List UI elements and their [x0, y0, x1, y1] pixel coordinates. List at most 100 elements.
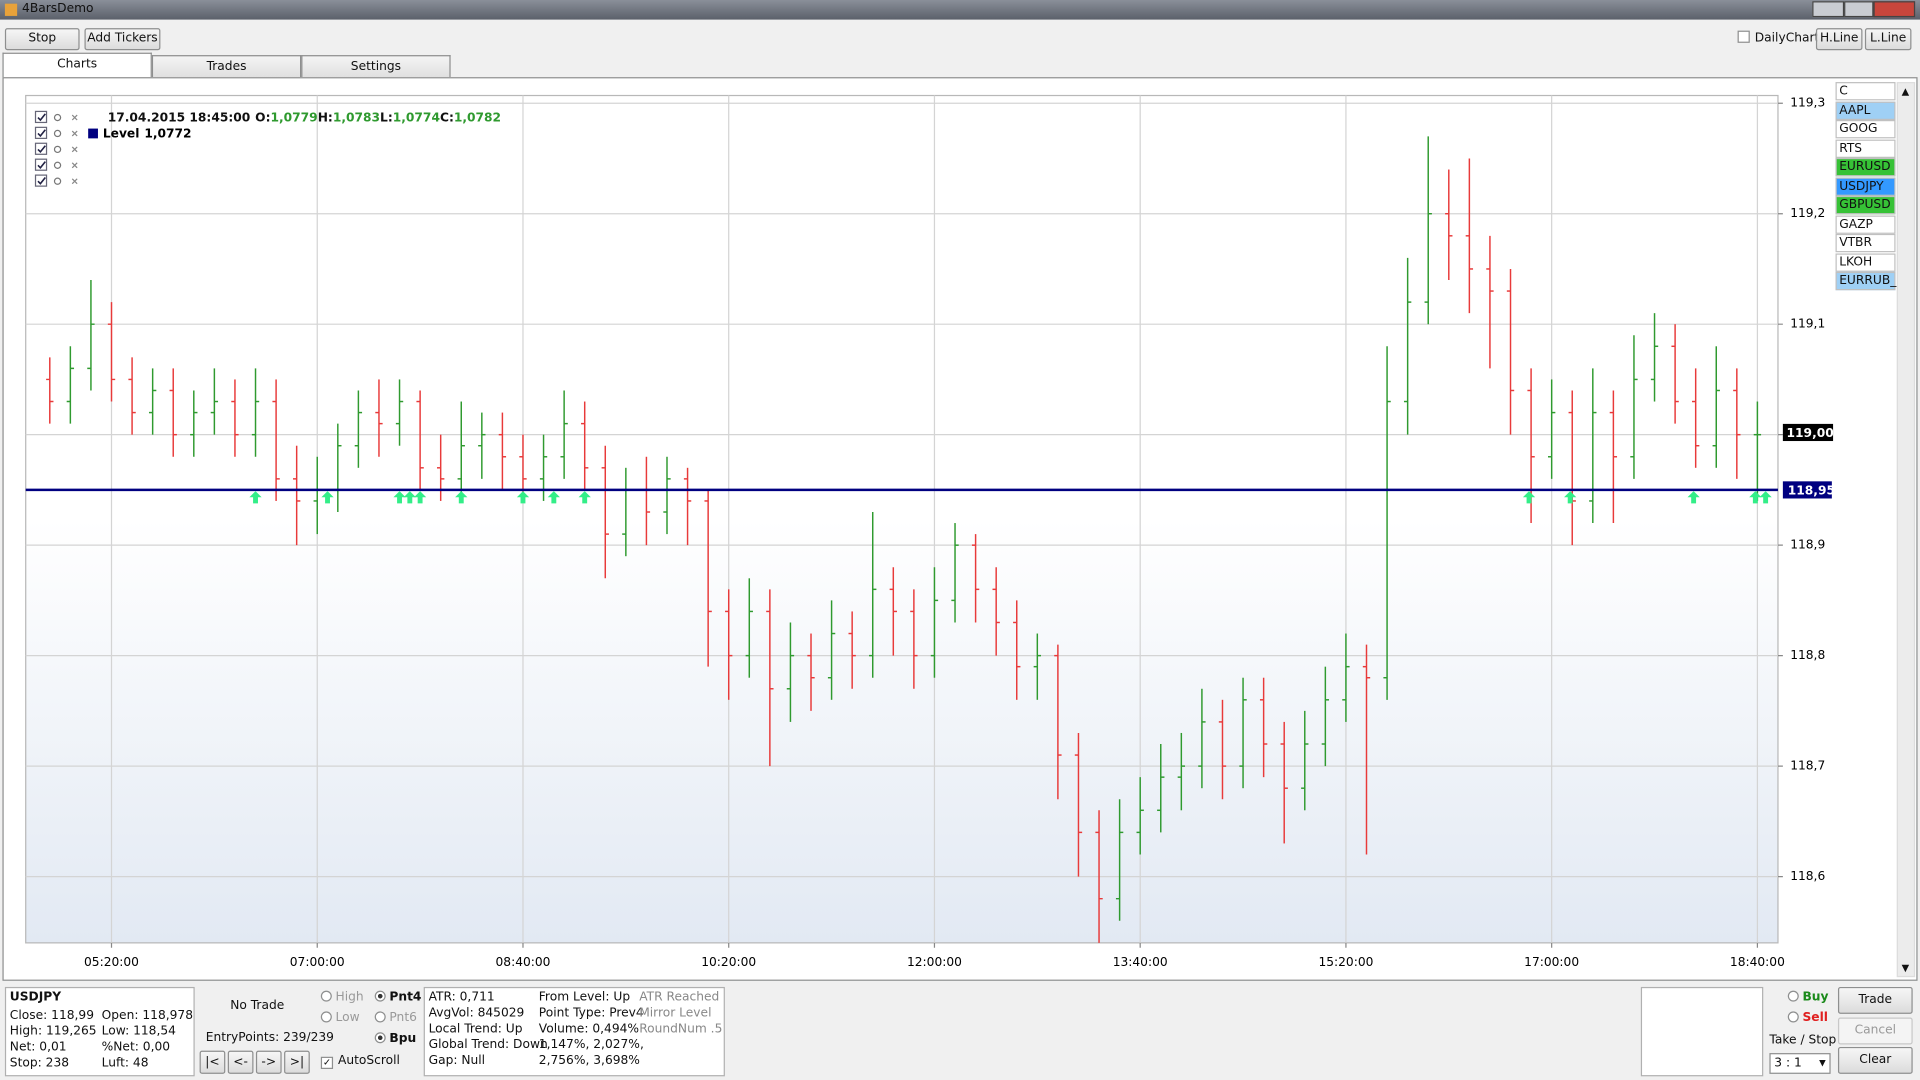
signal-arrow	[1564, 491, 1577, 504]
info-line: Gap: Null	[428, 1054, 486, 1068]
radio-option[interactable]: Bpu	[374, 1032, 417, 1046]
clear-button[interactable]: Clear	[1837, 1046, 1913, 1074]
radio-option[interactable]: Pnt4	[374, 990, 422, 1005]
legend-ohlc: 17.04.2015 18:45:00 O:1,0779H:1,0783L:1,0…	[108, 110, 501, 124]
legend-check	[37, 113, 46, 122]
legend-gear	[53, 145, 62, 154]
stat: Luft: 48	[101, 1056, 149, 1071]
nav-button[interactable]: ->	[255, 1050, 282, 1074]
ticker[interactable]: EURRUB_	[1835, 271, 1896, 291]
nav-button[interactable]: >|	[284, 1050, 310, 1074]
plot-area	[25, 94, 1779, 944]
ticker[interactable]: EURUSD	[1835, 157, 1896, 177]
legend-checkbox	[34, 174, 48, 187]
legend-checkbox	[34, 110, 48, 124]
ticker-scrollbar[interactable]: ▲ ▼	[1896, 82, 1916, 978]
tab-trades[interactable]: Trades	[151, 55, 302, 78]
legend-check	[37, 145, 46, 154]
price-label-box	[1782, 423, 1834, 442]
take-stop-label: Take / Stop	[1769, 1033, 1837, 1047]
radio-label: Pnt6	[389, 1011, 417, 1025]
close-button[interactable]	[1873, 1, 1916, 18]
ratio-dropdown[interactable]: 3 : 1 ▼	[1769, 1053, 1831, 1074]
legend-checkbox	[34, 126, 48, 139]
daily-chart-checkbox[interactable]: DailyChart	[1737, 30, 1820, 46]
ticker[interactable]: AAPL	[1835, 101, 1896, 120]
x-tick-label: 15:20:00	[1318, 955, 1373, 969]
tab-settings[interactable]: Settings	[301, 55, 451, 78]
symbol: USDJPY	[9, 990, 62, 1005]
sell-radio[interactable]: Sell	[1787, 1011, 1828, 1025]
signal-arrow	[393, 491, 406, 504]
info-line: Mirror Level	[639, 1006, 712, 1021]
x-tick-label: 17:00:00	[1524, 955, 1579, 969]
daily-chart-label: DailyChart	[1754, 31, 1820, 46]
legend-field-name: L:	[380, 110, 393, 124]
minimize-button[interactable]	[1812, 1, 1845, 18]
tab-charts[interactable]: Charts	[2, 52, 152, 79]
scroll-up-arrow[interactable]: ▲	[1901, 85, 1910, 97]
radio-dot	[320, 1011, 332, 1023]
legend-level-name: Level	[103, 126, 140, 140]
scroll-down-arrow[interactable]: ▼	[1901, 962, 1910, 974]
legend-remove	[71, 178, 78, 185]
legend-level: Level 1,0772	[103, 126, 192, 140]
autoscroll-checkbox[interactable]: ✓ AutoScroll	[320, 1054, 400, 1069]
stat: High: 119,265	[9, 1024, 97, 1039]
ticker[interactable]: LKOH	[1835, 252, 1896, 272]
signal-arrow	[1522, 491, 1536, 504]
legend-check	[37, 129, 46, 138]
signal-arrow	[1749, 491, 1762, 504]
stat: %Net: 0,00	[101, 1040, 171, 1055]
y-tick-label: 119,2	[1790, 206, 1825, 220]
stop-button[interactable]: Stop	[4, 28, 80, 51]
radio-label: Pnt4	[389, 990, 422, 1005]
stats-panel: USDJPY Close: 118,99 Open: 118,978 High: 1…	[4, 986, 195, 1077]
ticker[interactable]: C	[1835, 82, 1896, 101]
level-label: 118,95	[1788, 484, 1833, 498]
lline-button[interactable]: L.Line	[1864, 28, 1912, 51]
nav-button[interactable]: |<	[199, 1050, 226, 1074]
legend-gear	[53, 177, 62, 185]
dropdown-arrow: ▼	[1819, 1057, 1826, 1068]
window-controls	[1812, 1, 1916, 18]
ticker[interactable]: GBPUSD	[1835, 195, 1896, 215]
signal-arrow	[413, 491, 427, 504]
ratio-value: 3 : 1	[1774, 1056, 1802, 1071]
price-label: 119,002	[1787, 426, 1834, 440]
x-tick-label: 10:20:00	[701, 955, 756, 969]
info-panel: ATR: 0,711 AvgVol: 845029 Local Trend: Up G…	[423, 986, 725, 1077]
ticker[interactable]: USDJPY	[1835, 176, 1896, 196]
window-title: 4BarsDemo	[22, 2, 94, 16]
chart: 05:20:00 07:00:00 08:40:00 10:20:00 12:00:00…	[25, 94, 1834, 969]
buy-radio[interactable]: Buy	[1787, 990, 1829, 1005]
stat: Stop: 238	[9, 1056, 70, 1071]
hline-button[interactable]: H.Line	[1815, 28, 1863, 51]
ticker[interactable]: GOOG	[1835, 120, 1896, 139]
info-line: From Level: Up	[538, 990, 631, 1005]
ticker[interactable]: VTBR	[1835, 233, 1896, 253]
x-tick-label: 08:40:00	[496, 955, 551, 969]
x-tick-label: 07:00:00	[290, 955, 345, 969]
info-line: Point Type: Prev4	[538, 1006, 644, 1021]
x-tick-label: 05:20:00	[84, 955, 139, 969]
trade-button[interactable]: Trade	[1837, 986, 1913, 1014]
radio-label: Bpu	[389, 1032, 417, 1046]
radio-option[interactable]: High	[320, 990, 364, 1004]
add-tickers-button[interactable]: Add Tickers	[84, 28, 161, 51]
legend-remove	[71, 162, 78, 169]
radio-dot	[374, 1032, 386, 1044]
buy-label: Buy	[1802, 990, 1829, 1005]
radio-option[interactable]: Low	[320, 1011, 360, 1025]
ticker[interactable]: RTS	[1835, 138, 1896, 158]
nav-button[interactable]: <-	[227, 1050, 254, 1074]
radio-dot	[374, 990, 386, 1002]
trade-state: No Trade	[230, 999, 285, 1013]
legend-remove	[71, 146, 78, 153]
maximize-button[interactable]	[1844, 1, 1874, 18]
legend-field-name: C:	[440, 110, 454, 124]
y-tick-label: 119,3	[1790, 96, 1825, 110]
radio-option[interactable]: Pnt6	[374, 1011, 417, 1025]
ticker[interactable]: GAZP	[1835, 214, 1896, 234]
